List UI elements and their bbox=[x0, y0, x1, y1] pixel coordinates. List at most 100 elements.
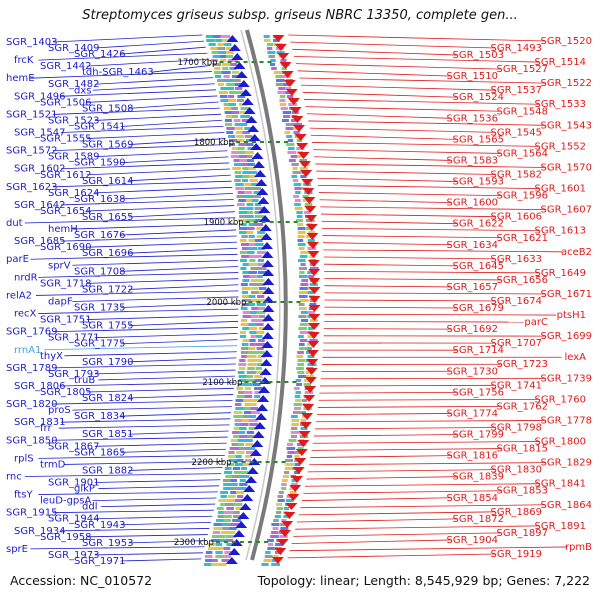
left-gene-label[interactable]: SGR_1642 bbox=[14, 200, 66, 211]
right-gene-label[interactable]: SGR_1904 bbox=[447, 535, 499, 546]
right-gene-label[interactable]: SGR_1891 bbox=[535, 521, 587, 532]
right-gene-label[interactable]: SGR_1621 bbox=[497, 233, 549, 244]
left-gene-label[interactable]: relA2 bbox=[6, 290, 32, 301]
left-gene-label[interactable]: SGR_1834 bbox=[74, 411, 126, 422]
right-gene-label[interactable]: aceB2 bbox=[561, 247, 592, 258]
right-gene-label[interactable]: SGR_1570 bbox=[541, 162, 593, 173]
left-gene-label[interactable]: SGR_1735 bbox=[74, 303, 126, 314]
right-gene-label[interactable]: SGR_1657 bbox=[447, 282, 499, 293]
right-gene-label[interactable]: SGR_1596 bbox=[497, 191, 549, 202]
right-gene-label[interactable]: SGR_1864 bbox=[541, 500, 593, 511]
left-gene-label[interactable]: SGR_1793 bbox=[48, 369, 100, 380]
left-gene-label[interactable]: tdh-SGR_1463 bbox=[82, 67, 154, 78]
right-gene-label[interactable]: SGR_1671 bbox=[541, 289, 593, 300]
right-gene-label[interactable]: SGR_1548 bbox=[497, 106, 549, 117]
right-gene-label[interactable]: SGR_1739 bbox=[541, 373, 593, 384]
left-gene-label[interactable]: SGR_1718 bbox=[40, 278, 92, 289]
left-gene-label[interactable]: rrnA1 bbox=[14, 345, 41, 356]
left-gene-label[interactable]: SGR_1409 bbox=[48, 43, 100, 54]
right-gene-label[interactable]: SGR_1756 bbox=[453, 387, 505, 398]
right-gene-label[interactable]: SGR_1799 bbox=[453, 430, 505, 441]
right-gene-label[interactable]: SGR_1537 bbox=[491, 85, 543, 96]
left-gene-label[interactable]: SGR_1790 bbox=[82, 357, 134, 368]
right-gene-label[interactable]: SGR_1841 bbox=[535, 479, 587, 490]
right-gene-label[interactable]: lexA bbox=[564, 352, 586, 363]
right-gene-label[interactable]: SGR_1533 bbox=[535, 99, 587, 110]
right-gene-label[interactable]: SGR_1839 bbox=[453, 472, 505, 483]
left-gene-label[interactable]: sprV bbox=[48, 260, 71, 271]
left-gene-label[interactable]: dut bbox=[6, 218, 23, 229]
left-gene-label[interactable]: SGR_1442 bbox=[40, 61, 92, 72]
left-gene-label[interactable]: SGR_1820 bbox=[6, 399, 58, 410]
right-gene-label[interactable]: SGR_1510 bbox=[447, 71, 499, 82]
right-gene-label[interactable]: SGR_1714 bbox=[453, 345, 505, 356]
right-gene-label[interactable]: SGR_1524 bbox=[453, 92, 505, 103]
left-gene-label[interactable]: SGR_1805 bbox=[40, 387, 92, 398]
right-gene-label[interactable]: SGR_1522 bbox=[541, 78, 593, 89]
right-gene-label[interactable]: SGR_1815 bbox=[497, 444, 549, 455]
right-gene-label[interactable]: SGR_1600 bbox=[447, 198, 499, 209]
left-gene-label[interactable]: glkP bbox=[74, 484, 95, 495]
right-gene-label[interactable]: rpmB bbox=[565, 542, 592, 553]
right-gene-label[interactable]: SGR_1536 bbox=[447, 113, 499, 124]
left-gene-label[interactable]: dxs bbox=[74, 85, 91, 96]
left-gene-label[interactable]: frcK bbox=[14, 55, 34, 66]
right-gene-label[interactable]: SGR_1897 bbox=[497, 528, 549, 539]
left-gene-label[interactable]: SGR_1831 bbox=[14, 417, 66, 428]
right-gene-label[interactable]: SGR_1692 bbox=[447, 324, 499, 335]
right-gene-label[interactable]: SGR_1583 bbox=[447, 155, 499, 166]
left-gene-label[interactable]: SGR_1624 bbox=[48, 188, 100, 199]
left-gene-label[interactable]: SGR_1569 bbox=[82, 140, 134, 151]
left-gene-label[interactable]: sprE bbox=[6, 544, 28, 555]
right-gene-label[interactable]: SGR_1699 bbox=[541, 331, 593, 342]
right-gene-label[interactable]: SGR_1679 bbox=[453, 303, 505, 314]
left-gene-label[interactable]: SGR_1655 bbox=[82, 212, 134, 223]
left-gene-label[interactable]: SGR_1482 bbox=[48, 79, 100, 90]
left-gene-label[interactable]: SGR_1589 bbox=[48, 152, 100, 163]
right-gene-label[interactable]: SGR_1613 bbox=[535, 226, 587, 237]
right-gene-label[interactable]: SGR_1872 bbox=[453, 514, 505, 525]
left-gene-label[interactable]: SGR_1555 bbox=[40, 134, 92, 145]
left-gene-label[interactable]: SGR_1850 bbox=[6, 435, 58, 446]
left-gene-label[interactable]: SGR_1508 bbox=[82, 103, 134, 114]
left-gene-label[interactable]: SGR_1973 bbox=[48, 550, 100, 561]
right-gene-label[interactable]: SGR_1762 bbox=[497, 401, 549, 412]
left-gene-label[interactable]: SGR_1496 bbox=[14, 91, 66, 102]
right-gene-label[interactable]: SGR_1830 bbox=[491, 465, 543, 476]
right-gene-label[interactable]: SGR_1607 bbox=[541, 205, 593, 216]
right-gene-label[interactable]: SGR_1853 bbox=[497, 486, 549, 497]
left-gene-label[interactable]: proS bbox=[48, 405, 71, 416]
left-gene-label[interactable]: SGR_1771 bbox=[48, 333, 100, 344]
right-gene-label[interactable]: SGR_1869 bbox=[491, 507, 543, 518]
left-gene-label[interactable]: SGR_1971 bbox=[74, 556, 126, 567]
right-gene-label[interactable]: SGR_1527 bbox=[497, 64, 549, 75]
left-gene-label[interactable]: trmD bbox=[40, 459, 66, 470]
left-gene-label[interactable]: hemH bbox=[48, 224, 78, 235]
left-gene-label[interactable]: SGR_1882 bbox=[82, 465, 134, 476]
left-gene-label[interactable]: SGR_1867 bbox=[48, 441, 100, 452]
left-gene-label[interactable]: SGR_1775 bbox=[74, 339, 126, 350]
left-gene-label[interactable]: SGR_1708 bbox=[74, 266, 126, 277]
right-gene-label[interactable]: SGR_1919 bbox=[491, 549, 543, 560]
left-gene-label[interactable]: SGR_1654 bbox=[40, 206, 92, 217]
left-gene-label[interactable]: SGR_1403 bbox=[6, 37, 58, 48]
right-gene-label[interactable]: SGR_1543 bbox=[541, 120, 593, 131]
left-gene-label[interactable]: SGR_1915 bbox=[6, 508, 58, 519]
left-gene-label[interactable]: rplS bbox=[14, 453, 34, 464]
right-gene-label[interactable]: SGR_1800 bbox=[535, 437, 587, 448]
left-gene-label[interactable]: SGR_1722 bbox=[82, 284, 134, 295]
left-gene-label[interactable]: SGR_1623 bbox=[6, 182, 58, 193]
left-gene-label[interactable]: thyX bbox=[40, 351, 63, 362]
right-gene-label[interactable]: SGR_1634 bbox=[447, 240, 499, 251]
right-gene-label[interactable]: SGR_1778 bbox=[541, 415, 593, 426]
left-gene-label[interactable]: SGR_1547 bbox=[14, 128, 66, 139]
left-gene-label[interactable]: rnc bbox=[6, 471, 22, 482]
left-gene-label[interactable]: SGR_1685 bbox=[14, 236, 66, 247]
right-gene-label[interactable]: SGR_1606 bbox=[491, 212, 543, 223]
left-gene-label[interactable]: SGR_1953 bbox=[82, 538, 134, 549]
left-gene-label[interactable]: SGR_1638 bbox=[74, 194, 126, 205]
right-gene-label[interactable]: SGR_1656 bbox=[497, 275, 549, 286]
left-gene-label[interactable]: leuD-gpsA bbox=[40, 496, 91, 507]
right-gene-label[interactable]: SGR_1649 bbox=[535, 268, 587, 279]
